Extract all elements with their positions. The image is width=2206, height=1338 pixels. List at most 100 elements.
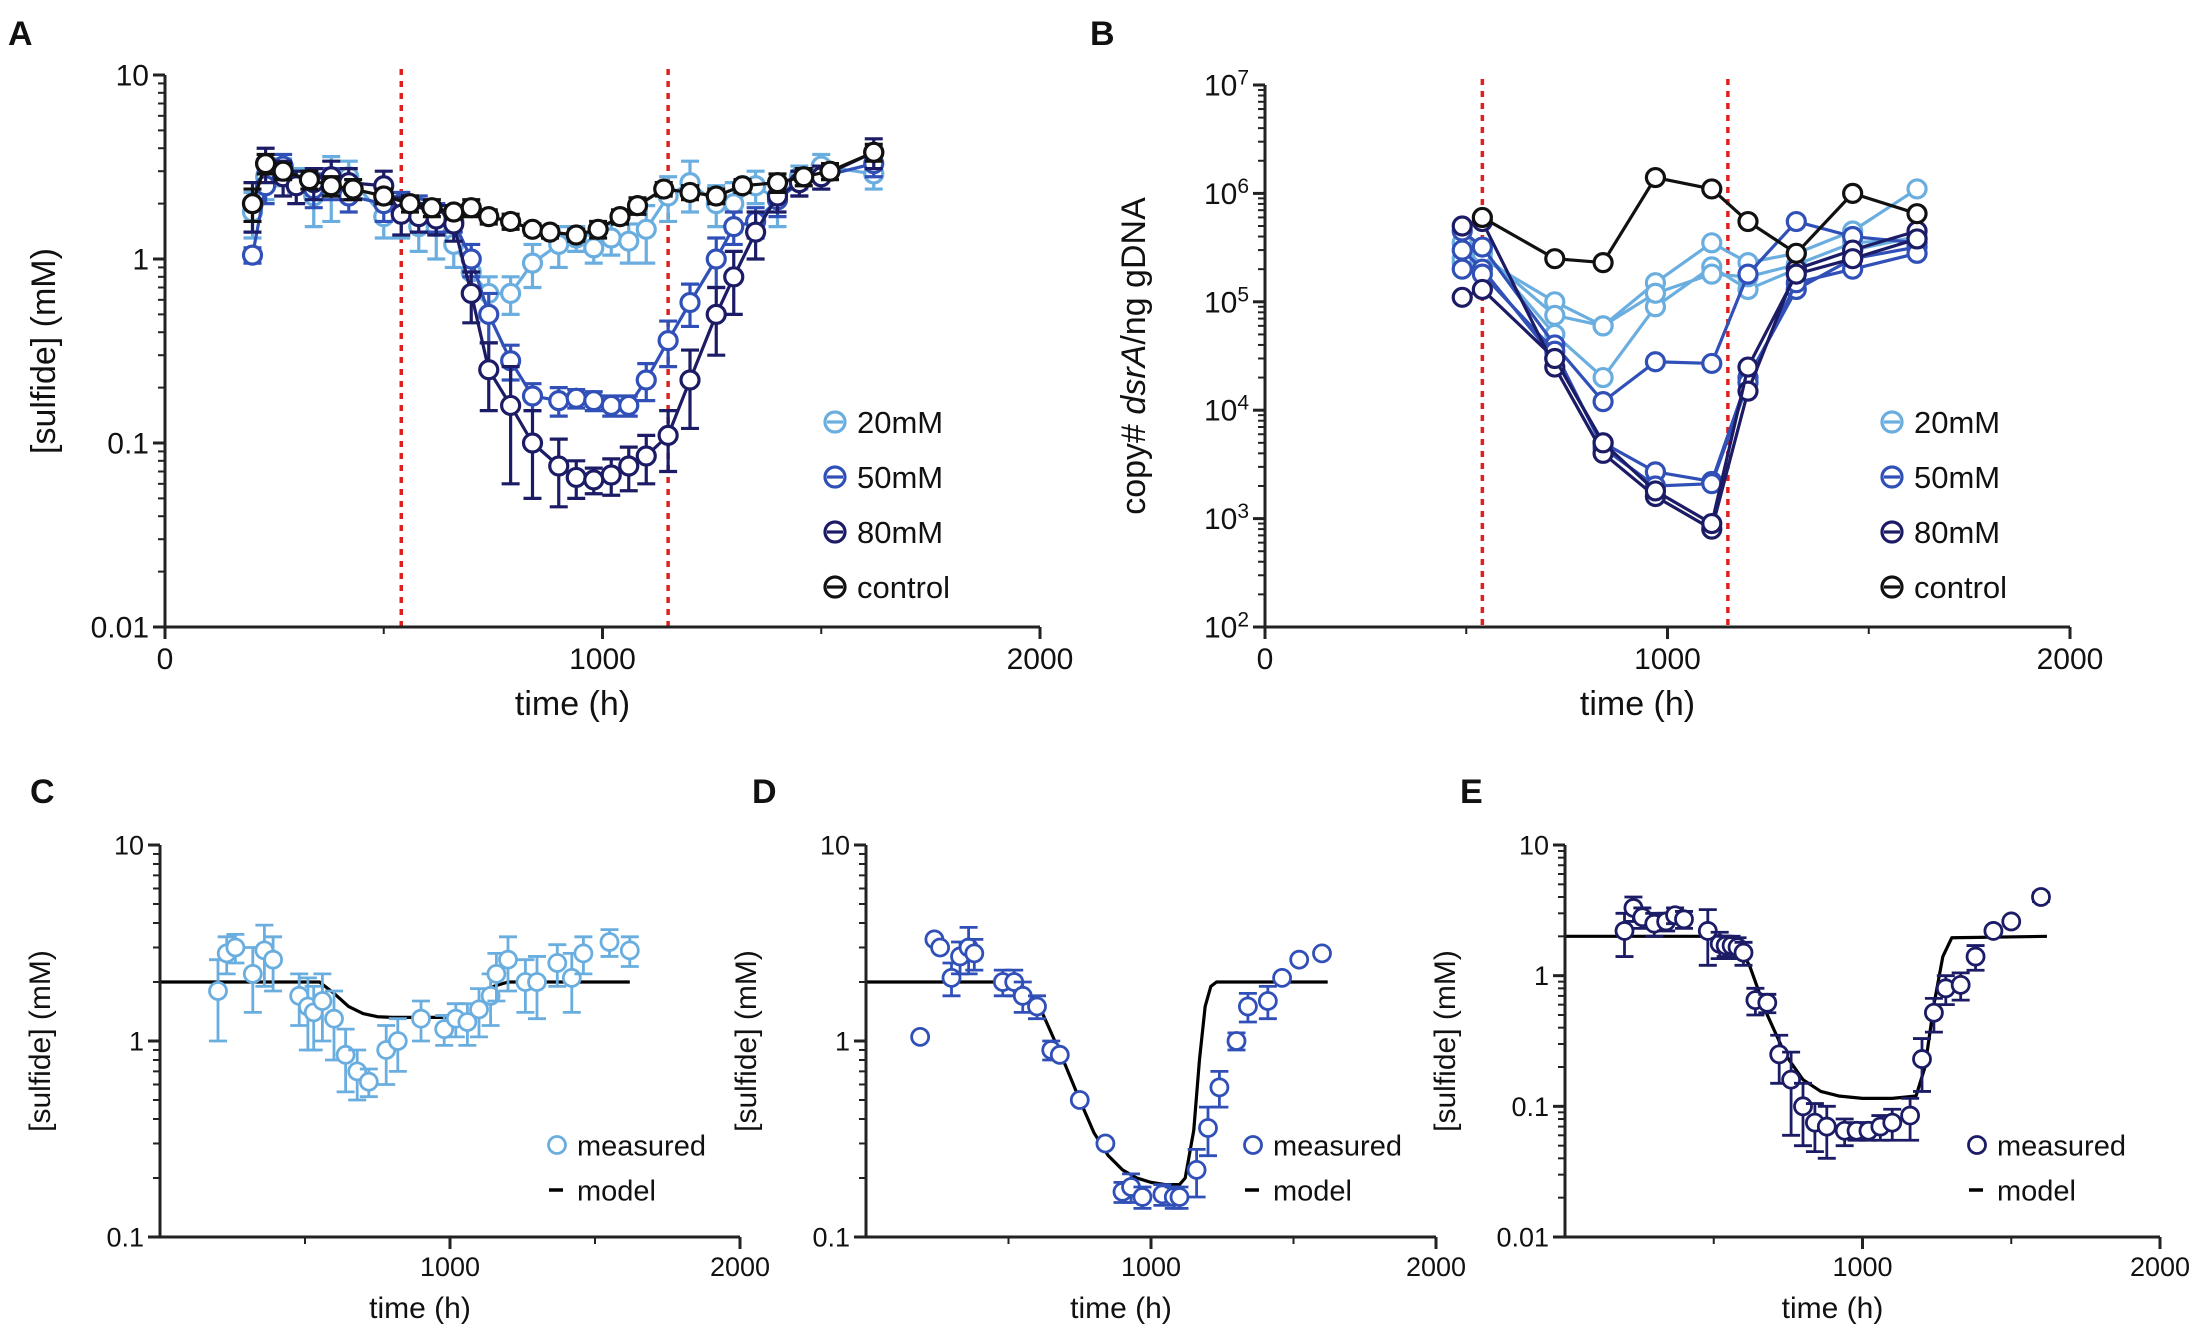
data-point-80mM (1785, 263, 1807, 285)
data-point-80mM (548, 455, 570, 477)
measured-point (312, 991, 333, 1011)
data-point-50mM (618, 394, 640, 417)
panel-letter-b: B (1090, 15, 1115, 53)
panel-letter-a: A (8, 15, 33, 53)
measured-point (387, 1031, 408, 1051)
series-line-80mM (1461, 219, 1918, 531)
data-point-control (399, 193, 421, 215)
data-point-50mM (1451, 239, 1473, 261)
data-point-80mM (1592, 432, 1614, 454)
measured-point (1983, 921, 2004, 941)
x-tick-label: 2000 (2037, 643, 2104, 676)
panel-b-chart: 102 103 104 105 106 107 0 1000 2000 time (h) copy#… (1115, 66, 2103, 723)
data-point-control (500, 210, 522, 233)
measured-point (1069, 1090, 1090, 1110)
data-point-control (1701, 178, 1723, 200)
measured-point (1186, 1159, 1207, 1180)
legend-label: 80mM (857, 515, 943, 550)
legend-label-measured: measured (1273, 1130, 1402, 1162)
data-point-50mM (241, 244, 264, 266)
data-point-control (421, 197, 443, 219)
data-point-20mM (1592, 366, 1614, 389)
measured-point (1312, 943, 1332, 964)
measured-point (941, 967, 962, 988)
legend-label: control (1914, 570, 2007, 605)
x-axis-label: time (h) (1580, 685, 1695, 723)
data-point-50mM (635, 369, 657, 391)
data-point-50mM (1701, 352, 1723, 375)
data-point-control (1785, 242, 1807, 264)
data-point-80mM (679, 369, 701, 391)
legend-marker-measured (1967, 1135, 1987, 1155)
data-point-20mM (500, 282, 522, 305)
data-point-control (1906, 203, 1928, 225)
series-line-80mM (1461, 237, 1918, 526)
data-point-50mM (548, 389, 570, 412)
y-axis-label: [sulfide] (mM) (1429, 950, 1462, 1132)
x-axis-label: time (h) (369, 1292, 471, 1325)
data-point-80mM (500, 394, 522, 417)
data-point-80mM (1451, 286, 1473, 308)
legend-label-measured: measured (577, 1130, 706, 1162)
y-tick-label: 10 (820, 830, 850, 860)
data-point-80mM (1471, 278, 1493, 301)
data-point-80mM (521, 432, 544, 454)
legend-label-model: model (577, 1175, 656, 1207)
data-point-control (793, 166, 815, 188)
data-point-50mM (679, 291, 701, 314)
y-tick-label: 107 (1204, 66, 1249, 103)
data-point-80mM (657, 424, 679, 446)
measured-point (547, 953, 568, 973)
data-point-50mM (565, 387, 587, 409)
x-tick-label: 1000 (569, 643, 636, 676)
measured-point (225, 937, 246, 958)
data-point-80mM (705, 303, 727, 325)
data-point-control (653, 178, 675, 200)
panel-letter-d: D (752, 773, 777, 811)
data-point-80mM (565, 466, 587, 489)
x-tick-label: 1000 (420, 1252, 480, 1282)
x-axis-label: time (h) (1782, 1292, 1884, 1325)
data-point-80mM (1451, 215, 1473, 237)
data-point-20mM (723, 193, 745, 215)
panel-a-chart: 0.01 0.1 1 10 0 1000 2000 time (h) [sulfide] (mM… (25, 60, 1073, 724)
data-point-control (863, 141, 885, 163)
data-point-control (478, 205, 500, 228)
measured-point (930, 937, 950, 958)
measured-point (358, 1071, 379, 1092)
y-tick-label: 0.1 (107, 428, 149, 461)
measured-point (1674, 909, 1694, 930)
data-point-control (443, 201, 465, 223)
data-point-control (731, 175, 754, 197)
y-tick-label: 1 (1534, 961, 1549, 991)
y-tick-label: 1 (835, 1026, 850, 1056)
legend-label-measured: measured (1997, 1130, 2126, 1162)
data-point-control (342, 178, 364, 200)
y-tick-label: 104 (1204, 391, 1249, 428)
data-point-control (766, 172, 789, 194)
data-point-20mM (1701, 263, 1723, 285)
data-point-50mM (1451, 258, 1473, 280)
x-axis-label: time (h) (515, 685, 630, 723)
measured-point (1198, 1118, 1218, 1138)
data-point-control (1737, 210, 1759, 233)
y-tick-label: 0.01 (1496, 1222, 1549, 1252)
y-tick-label: 103 (1204, 500, 1249, 537)
data-point-80mM (600, 464, 622, 486)
data-point-80mM (1544, 347, 1566, 370)
data-point-control (460, 197, 482, 219)
measured-point (910, 1026, 931, 1047)
panel-e-chart: 0.01 0.1 1 10 1000 2000 time (h) [sulfide] (mM)… (1429, 830, 2190, 1325)
legend-label: 50mM (857, 460, 943, 495)
measured-point (1209, 1077, 1230, 1098)
data-point-20mM (1701, 232, 1723, 254)
data-point-control (1544, 248, 1566, 270)
data-point-50mM (521, 385, 544, 407)
data-point-control (255, 152, 277, 175)
panel-c-chart: 0.1 1 10 1000 2000 time (h) [sulfide] (mM) meas… (24, 830, 770, 1325)
legend-label: 50mM (1914, 460, 2000, 495)
y-tick-label: 0.01 (91, 612, 149, 645)
data-point-80mM (583, 469, 605, 491)
y-tick-label: 1 (132, 244, 149, 277)
series-line-20mM (1461, 237, 1918, 328)
